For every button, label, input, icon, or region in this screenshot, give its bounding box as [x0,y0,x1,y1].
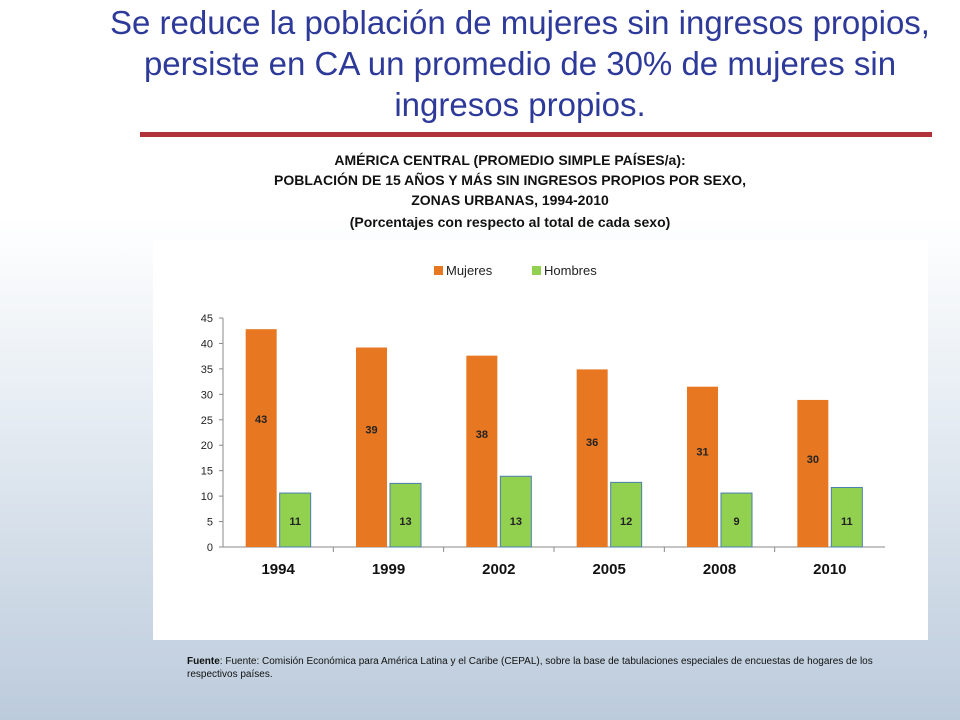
data-label-mujeres-2005: 36 [586,437,598,449]
data-label-mujeres-2008: 31 [696,447,708,459]
x-tick-label-1999: 1999 [372,561,405,578]
data-label-hombres-2005: 12 [620,516,632,528]
chart-heading-line-1: AMÉRICA CENTRAL (PROMEDIO SIMPLE PAÍSES/… [334,152,686,168]
y-tick-label-7: 35 [201,364,213,376]
data-label-hombres-2010: 11 [841,516,853,528]
bar-hombres-2005 [610,481,643,548]
y-tick-label-3: 15 [201,466,213,478]
slide-title: Se reduce la población de mujeres sin in… [110,4,930,123]
y-tick-label-0: 0 [207,542,213,554]
x-tick-label-2008: 2008 [703,561,736,578]
bar-mujeres-2002 [466,355,498,547]
x-tick-label-2010: 2010 [813,561,846,578]
bar-mujeres-1999 [356,347,387,547]
bar-hombres-2008 [720,492,753,548]
chart-heading-line-4: (Porcentajes con respecto al total de ca… [349,214,671,230]
data-label-hombres-2002: 13 [510,516,522,528]
bar-hombres-1994 [279,492,312,548]
bar-hombres-1999 [389,482,422,548]
bar-chart: Mujeres Hombres 0 5 10 15 20 25 30 35 40 45 43 11 1994… [201,263,885,578]
y-tick-label-5: 25 [201,415,213,427]
data-label-mujeres-2010: 30 [807,454,819,466]
y-tick-label-8: 40 [201,338,213,350]
bar-mujeres-2010 [797,399,829,547]
legend-swatch-1 [532,266,541,275]
legend-swatch-0 [434,266,443,275]
y-tick-label-2: 10 [201,491,213,503]
y-tick-label-9: 45 [201,313,213,325]
data-label-hombres-1994: 11 [289,516,301,528]
y-tick-label-4: 20 [201,440,213,452]
data-label-hombres-1999: 13 [399,516,411,528]
x-tick-label-2002: 2002 [482,561,515,578]
bar-mujeres-1994 [245,329,277,547]
chart-panel: Mujeres Hombres 0 5 10 15 20 25 30 35 40 45 43 11 1994… [153,240,928,640]
bar-hombres-2010 [830,486,863,548]
data-label-hombres-2008: 9 [733,516,739,528]
bar-mujeres-2008 [687,386,718,547]
bar-mujeres-2005 [576,369,608,547]
data-label-mujeres-2002: 38 [476,429,488,441]
data-label-mujeres-1994: 43 [255,414,267,426]
x-tick-label-1994: 1994 [261,561,295,578]
legend-label-0: Mujeres [446,263,493,278]
y-tick-label-1: 5 [207,517,213,529]
data-label-mujeres-1999: 39 [365,424,377,436]
legend-label-1: Hombres [544,263,597,278]
chart-heading: AMÉRICA CENTRAL (PROMEDIO SIMPLE PAÍSES/… [150,150,870,232]
y-tick-label-6: 30 [201,389,213,401]
chart-heading-line-2: POBLACIÓN DE 15 AÑOS Y MÁS SIN INGRESOS … [274,172,746,188]
source-note: Fuente: Fuente: Comisión Económica para … [187,655,887,681]
source-text: : Fuente: Comisión Económica para Améric… [187,656,873,680]
x-tick-label-2005: 2005 [592,561,625,578]
bar-hombres-2002 [499,475,532,548]
chart-heading-line-3: ZONAS URBANAS, 1994-2010 [411,192,609,208]
source-label: Fuente [187,656,220,667]
title-divider [140,132,932,137]
